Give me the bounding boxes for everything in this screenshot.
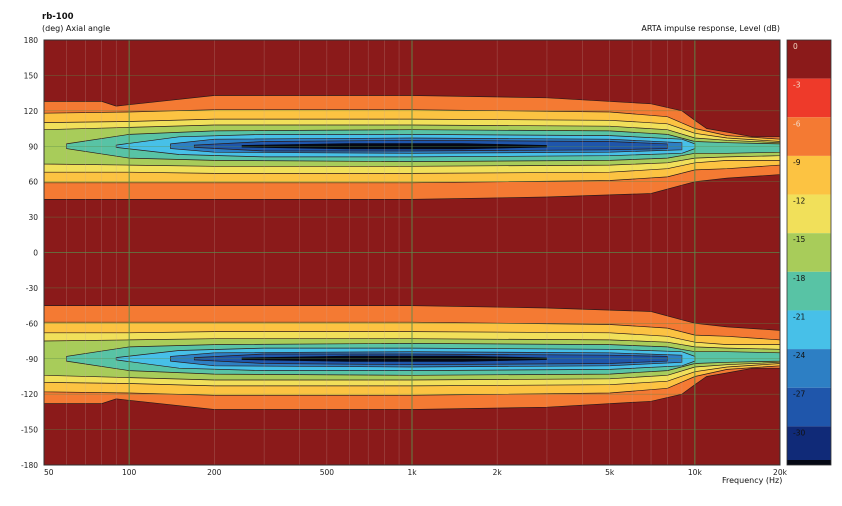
y-tick-label: -180 (21, 461, 38, 470)
x-tick-label: 5k (605, 468, 615, 477)
y-tick-label: 60 (28, 178, 38, 187)
colorbar-floor (787, 460, 831, 465)
x-tick-label: 50 (44, 468, 54, 477)
y-tick-label: 150 (24, 71, 39, 80)
colorbar-frame (786, 39, 832, 466)
colorbar-label--6: -6 (793, 119, 801, 128)
x-tick-label: 200 (207, 468, 222, 477)
x-tick-label: 500 (320, 468, 335, 477)
y-tick-label: -120 (21, 390, 38, 399)
colorbar-label--24: -24 (793, 351, 805, 360)
colorbar-label-0: 0 (793, 42, 798, 51)
y-tick-label: 120 (24, 107, 39, 116)
y-tick-label: 30 (28, 213, 38, 222)
colorbar-swatch (787, 78, 831, 118)
y-tick-label: -30 (26, 284, 38, 293)
y-tick-label: -150 (21, 426, 38, 435)
colorbar-swatch (787, 271, 831, 311)
x-axis-label: Frequency (Hz) (722, 476, 783, 485)
colorbar-label--18: -18 (793, 274, 805, 283)
colorbar-label--12: -12 (793, 197, 805, 206)
colorbar-label--27: -27 (793, 390, 805, 399)
colorbar-label--3: -3 (793, 81, 801, 90)
y-tick-label: 0 (33, 249, 38, 258)
colorbar-label: ARTA impulse response, Level (dB) (641, 24, 780, 33)
x-tick-label: 2k (493, 468, 503, 477)
colorbar-label--15: -15 (793, 235, 805, 244)
colorbar-swatch (787, 117, 831, 156)
colorbar-swatch (787, 349, 831, 388)
colorbar-label--30: -30 (793, 428, 805, 437)
x-tick-label: 1k (407, 468, 417, 477)
y-axis-label: (deg) Axial angle (42, 24, 111, 33)
colorbar-label--21: -21 (793, 312, 805, 321)
chart-title: rb-100 (42, 12, 74, 22)
y-tick-label: -90 (26, 355, 38, 364)
colorbar-swatch (787, 155, 831, 195)
x-tick-label: 10k (688, 468, 703, 477)
y-tick-label: 90 (28, 142, 38, 151)
y-tick-label: 180 (24, 36, 39, 45)
plot-frame (43, 39, 781, 466)
y-tick-label: -60 (26, 319, 38, 328)
x-tick-label: 20k (773, 468, 788, 477)
colorbar-swatch (787, 40, 831, 79)
colorbar-swatch (787, 426, 831, 465)
x-tick-label: 100 (122, 468, 137, 477)
colorbar-swatch (787, 387, 831, 427)
colorbar-label--9: -9 (793, 158, 801, 167)
colorbar-swatch (787, 233, 831, 272)
colorbar-swatch (787, 194, 831, 234)
colorbar-swatch (787, 310, 831, 350)
